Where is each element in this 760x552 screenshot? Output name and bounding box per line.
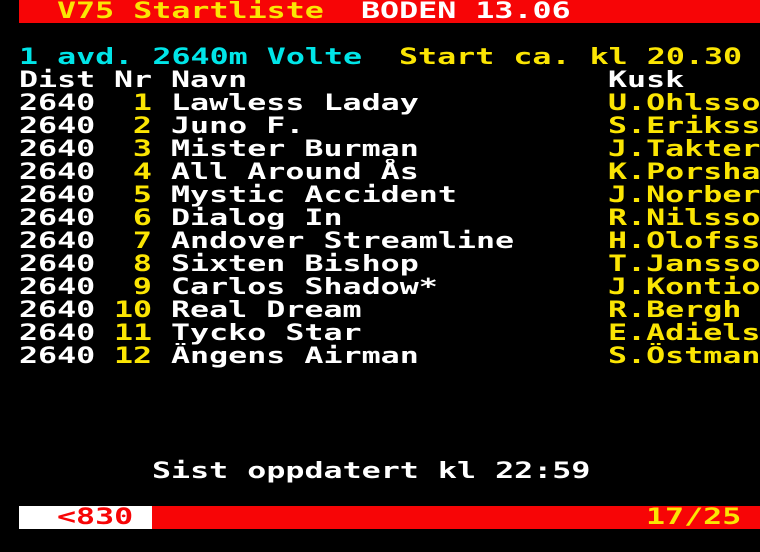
dist-cell: 2640 [19,275,96,300]
driver-name: T.Jansso [608,252,760,277]
driver-name: R.Nilsso [608,206,760,231]
horse-name: Mister Burman [171,137,419,162]
driver-name: K.Porsha [608,160,760,185]
horse-number: 4 [132,160,152,185]
updated-row: Sist oppdatert kl 22:59 [0,460,760,483]
horse-number: 6 [132,206,152,231]
table-row: 2640 2 Juno F. S.Erikss [0,115,760,138]
horse-number: 1 [132,91,152,116]
table-row: 2640 4 All Around Ås K.Porsha [0,161,760,184]
driver-name: U.Ohlsso [608,91,760,116]
dist-cell: 2640 [19,137,96,162]
table-row: 2640 7 Andover Streamline H.Olofss [0,230,760,253]
dist-cell: 2640 [19,114,96,139]
table-row: 2640 1 Lawless Laday U.Ohlsso [0,92,760,115]
dist-cell: 2640 [19,344,96,369]
table-row: 2640 9 Carlos Shadow* J.Kontio [0,276,760,299]
header-row: V75 Startliste BODEN 13.06 [0,0,760,23]
driver-name: E.Adiels [608,321,760,346]
last-updated: Sist oppdatert kl 22:59 [152,459,591,484]
driver-name: J.Takter [608,137,760,162]
horse-name: Sixten Bishop [171,252,419,277]
venue-date: BODEN 13.06 [361,0,571,24]
horse-number: 5 [132,183,152,208]
horse-name: Andover Streamline [171,229,515,254]
footer-row: <830 17/25 [0,506,760,529]
dist-cell: 2640 [19,183,96,208]
start-time: Start ca. kl 20.30 [399,45,743,70]
header-bar [19,0,760,23]
horse-number: 2 [132,114,152,139]
horse-number: 7 [132,229,152,254]
horse-number: 11 [114,321,153,346]
column-header-nr: Nr [114,68,153,93]
dist-cell: 2640 [19,160,96,185]
dist-cell: 2640 [19,91,96,116]
page-link-box [19,506,152,529]
page-title: V75 Startliste [57,0,324,24]
page-link-830[interactable]: <830 [57,505,134,530]
horse-name: Lawless Laday [171,91,419,116]
driver-name: J.Norber [608,183,760,208]
horse-number: 12 [114,344,153,369]
table-row: 2640 12 Ängens Airman S.Östman [0,345,760,368]
column-header-row: Dist Nr Navn Kusk [0,69,760,92]
horse-number: 3 [132,137,152,162]
table-row: 2640 10 Real Dream R.Bergh [0,299,760,322]
horse-number: 8 [132,252,152,277]
dist-cell: 2640 [19,229,96,254]
race-info-row: 1 avd. 2640m Volte Start ca. kl 20.30 [0,46,760,69]
dist-cell: 2640 [19,206,96,231]
table-row: 2640 8 Sixten Bishop T.Jansso [0,253,760,276]
horse-name: Tycko Star [171,321,362,346]
dist-cell: 2640 [19,298,96,323]
dist-cell: 2640 [19,321,96,346]
column-header-navn: Navn [171,68,248,93]
horse-name: All Around Ås [171,160,419,185]
horse-name: Ängens Airman [171,344,419,369]
column-header-kusk: Kusk [608,68,685,93]
horse-name: Carlos Shadow* [171,275,438,300]
horse-number: 9 [132,275,152,300]
driver-name: J.Kontio [608,275,760,300]
horse-number: 10 [114,298,153,323]
driver-name: S.Erikss [608,114,760,139]
page-indicator: 17/25 [646,505,742,530]
table-row: 2640 11 Tycko Star E.Adiels [0,322,760,345]
race-label: 1 avd. 2640m Volte [19,45,363,70]
horse-name: Juno F. [171,114,305,139]
table-row: 2640 3 Mister Burman J.Takter [0,138,760,161]
table-row: 2640 5 Mystic Accident J.Norber [0,184,760,207]
horse-name: Real Dream [171,298,362,323]
footer-bar [152,506,760,529]
dist-cell: 2640 [19,252,96,277]
column-header-dist: Dist [19,68,96,93]
horse-name: Mystic Accident [171,183,457,208]
table-row: 2640 6 Dialog In R.Nilsso [0,207,760,230]
driver-name: H.Olofss [608,229,760,254]
horse-name: Dialog In [171,206,343,231]
driver-name: S.Östman [608,344,760,369]
driver-name: R.Bergh [608,298,742,323]
